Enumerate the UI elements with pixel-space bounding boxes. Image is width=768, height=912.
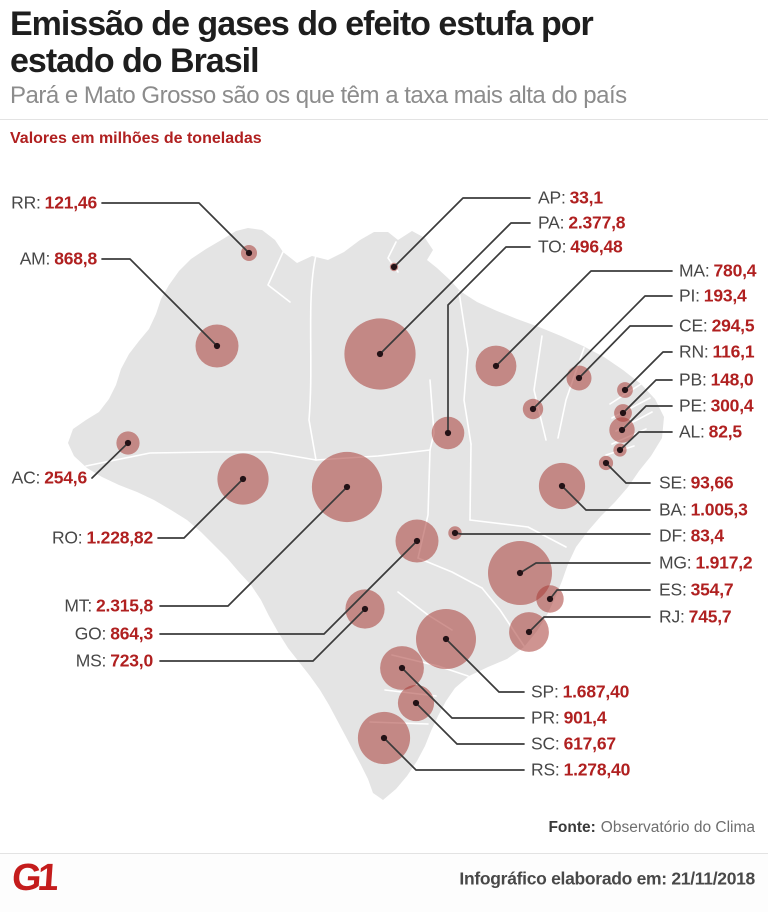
g1-logo: G1 bbox=[10, 857, 57, 899]
credit-date: Infográfico elaborado em: 21/11/2018 bbox=[459, 868, 755, 889]
leader-line-TO bbox=[447, 246, 531, 434]
leader-line-CE bbox=[578, 325, 673, 379]
leader-line-MG bbox=[519, 562, 651, 574]
leader-line-MT bbox=[159, 486, 348, 607]
leader-line-RS bbox=[383, 737, 525, 771]
footer-divider bbox=[0, 853, 768, 854]
anchor-dot-RS bbox=[380, 734, 388, 742]
anchor-dot-GO bbox=[413, 537, 421, 545]
anchor-dot-MA bbox=[492, 362, 500, 370]
leader-line-PB bbox=[622, 379, 673, 414]
anchor-dot-DF bbox=[451, 529, 459, 537]
anchor-dot-MG bbox=[516, 569, 524, 577]
leader-line-SE bbox=[605, 462, 651, 484]
leader-line-SP bbox=[445, 638, 525, 693]
title-line-2: estado do Brasil bbox=[10, 42, 260, 80]
units-note: Valores em milhões de toneladas bbox=[10, 130, 262, 147]
leader-line-MS bbox=[159, 608, 366, 662]
anchor-dots-layer bbox=[124, 249, 629, 742]
source-note: Fonte: Observatório do Clima bbox=[548, 819, 755, 837]
leader-line-DF bbox=[454, 532, 651, 535]
leader-line-SC bbox=[415, 702, 525, 745]
leader-line-BA bbox=[561, 485, 651, 511]
anchor-dot-ES bbox=[546, 595, 554, 603]
anchor-dot-RO bbox=[239, 475, 247, 483]
subtitle: Pará e Mato Grosso são os que têm a taxa… bbox=[10, 82, 627, 109]
source-value: Observatório do Clima bbox=[600, 819, 755, 836]
anchor-dot-RN bbox=[621, 386, 629, 394]
anchor-dot-TO bbox=[444, 429, 452, 437]
leader-line-PI bbox=[532, 295, 673, 410]
anchor-dot-AM bbox=[213, 342, 221, 350]
anchor-dot-RR bbox=[245, 249, 253, 257]
leader-line-GO bbox=[159, 540, 418, 635]
anchor-dot-SP bbox=[442, 635, 450, 643]
anchor-dot-PR bbox=[398, 664, 406, 672]
anchor-dot-SE bbox=[602, 459, 610, 467]
anchor-dot-PE bbox=[618, 426, 626, 434]
anchor-dot-PI bbox=[529, 405, 537, 413]
leader-line-RR bbox=[101, 202, 250, 254]
leader-line-AP bbox=[393, 197, 531, 268]
leader-line-PR bbox=[401, 667, 525, 719]
leader-line-PE bbox=[621, 405, 673, 431]
leader-line-AM bbox=[101, 258, 218, 347]
anchor-dot-SC bbox=[412, 699, 420, 707]
leader-line-RO bbox=[157, 478, 244, 539]
leader-line-AL bbox=[619, 431, 673, 451]
anchor-dot-MS bbox=[361, 605, 369, 613]
title-line-1: Emissão de gases do efeito estufa por bbox=[10, 5, 594, 43]
anchor-dot-CE bbox=[575, 374, 583, 382]
anchor-dot-PA bbox=[376, 350, 384, 358]
anchor-dot-AC bbox=[124, 439, 132, 447]
leader-line-ES bbox=[549, 589, 651, 600]
leader-line-RN bbox=[624, 351, 673, 391]
source-label: Fonte: bbox=[548, 819, 596, 836]
anchor-dot-PB bbox=[619, 409, 627, 417]
header-divider bbox=[0, 119, 768, 120]
leader-line-MA bbox=[495, 270, 673, 367]
anchor-dot-RJ bbox=[525, 628, 533, 636]
page-title: Emissão de gases do efeito estufa por es… bbox=[10, 6, 758, 80]
anchor-dot-MT bbox=[343, 483, 351, 491]
anchor-dot-BA bbox=[558, 482, 566, 490]
footer-bar bbox=[0, 854, 768, 912]
leader-line-PA bbox=[379, 222, 531, 355]
leader-lines-layer bbox=[91, 197, 673, 771]
anchor-dot-AL bbox=[616, 446, 624, 454]
anchor-dot-AP bbox=[390, 263, 398, 271]
leader-line-RJ bbox=[528, 616, 651, 633]
leader-line-AC bbox=[91, 442, 129, 479]
